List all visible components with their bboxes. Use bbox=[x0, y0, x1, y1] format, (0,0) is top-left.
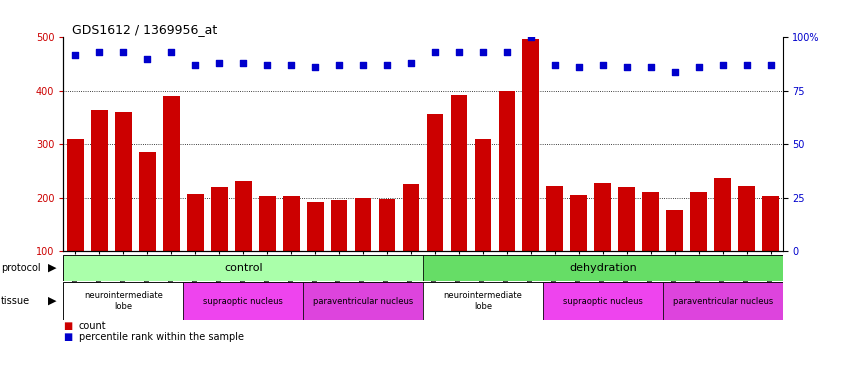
Point bbox=[212, 60, 226, 66]
Text: ▶: ▶ bbox=[48, 296, 57, 306]
Bar bbox=[283, 196, 299, 304]
Bar bbox=[475, 139, 492, 304]
Text: ■: ■ bbox=[63, 332, 73, 342]
Bar bbox=[139, 152, 156, 304]
Text: paraventricular nucleus: paraventricular nucleus bbox=[673, 297, 772, 306]
Bar bbox=[331, 200, 348, 304]
Text: GDS1612 / 1369956_at: GDS1612 / 1369956_at bbox=[72, 22, 217, 36]
Bar bbox=[67, 139, 84, 304]
Point bbox=[69, 52, 82, 58]
Text: ▶: ▶ bbox=[48, 263, 57, 273]
Bar bbox=[211, 187, 228, 304]
Bar bbox=[667, 210, 683, 304]
Bar bbox=[259, 196, 276, 304]
Bar bbox=[423, 282, 543, 320]
Point bbox=[117, 50, 130, 55]
Bar bbox=[714, 178, 731, 304]
Bar bbox=[739, 186, 755, 304]
Bar bbox=[307, 201, 323, 304]
Bar bbox=[63, 282, 184, 320]
Bar bbox=[451, 94, 467, 304]
Text: neurointermediate
lobe: neurointermediate lobe bbox=[84, 291, 162, 311]
Bar bbox=[498, 91, 515, 304]
Point bbox=[284, 62, 298, 68]
Bar bbox=[235, 181, 251, 304]
Point bbox=[452, 50, 465, 55]
Point bbox=[189, 62, 202, 68]
Point bbox=[356, 62, 370, 68]
Bar bbox=[690, 192, 707, 304]
Point bbox=[380, 62, 393, 68]
Bar bbox=[543, 282, 662, 320]
Bar bbox=[423, 255, 783, 280]
Bar bbox=[379, 199, 395, 304]
Bar bbox=[403, 184, 420, 304]
Point bbox=[261, 62, 274, 68]
Bar bbox=[570, 195, 587, 304]
Point bbox=[308, 64, 321, 70]
Point bbox=[428, 50, 442, 55]
Point bbox=[644, 64, 657, 70]
Bar bbox=[426, 114, 443, 304]
Text: percentile rank within the sample: percentile rank within the sample bbox=[79, 332, 244, 342]
Text: tissue: tissue bbox=[1, 296, 30, 306]
Bar bbox=[63, 255, 423, 280]
Bar bbox=[184, 282, 303, 320]
Bar bbox=[115, 112, 132, 305]
Point bbox=[476, 50, 490, 55]
Point bbox=[548, 62, 562, 68]
Bar bbox=[595, 183, 611, 304]
Point bbox=[692, 64, 706, 70]
Text: protocol: protocol bbox=[1, 263, 41, 273]
Text: supraoptic nucleus: supraoptic nucleus bbox=[203, 297, 283, 306]
Point bbox=[739, 62, 753, 68]
Text: neurointermediate
lobe: neurointermediate lobe bbox=[443, 291, 522, 311]
Point bbox=[500, 50, 514, 55]
Bar bbox=[547, 186, 563, 304]
Point bbox=[596, 62, 609, 68]
Point bbox=[236, 60, 250, 66]
Point bbox=[92, 50, 106, 55]
Point bbox=[716, 62, 729, 68]
Text: control: control bbox=[224, 263, 262, 273]
Bar bbox=[523, 39, 539, 304]
Text: paraventricular nucleus: paraventricular nucleus bbox=[313, 297, 413, 306]
Text: count: count bbox=[79, 321, 107, 331]
Text: ■: ■ bbox=[63, 321, 73, 331]
Bar bbox=[618, 187, 635, 304]
Point bbox=[332, 62, 346, 68]
Point bbox=[667, 69, 681, 75]
Bar bbox=[642, 192, 659, 304]
Text: dehydration: dehydration bbox=[569, 263, 637, 273]
Point bbox=[164, 50, 178, 55]
Point bbox=[572, 64, 585, 70]
Bar bbox=[762, 196, 779, 304]
Bar bbox=[187, 194, 204, 304]
Bar bbox=[303, 282, 423, 320]
Point bbox=[524, 34, 537, 40]
Bar bbox=[354, 198, 371, 304]
Text: supraoptic nucleus: supraoptic nucleus bbox=[563, 297, 643, 306]
Point bbox=[620, 64, 634, 70]
Point bbox=[404, 60, 418, 66]
Bar bbox=[91, 110, 107, 304]
Bar bbox=[163, 96, 179, 304]
Point bbox=[764, 62, 777, 68]
Point bbox=[140, 56, 154, 62]
Bar bbox=[662, 282, 783, 320]
